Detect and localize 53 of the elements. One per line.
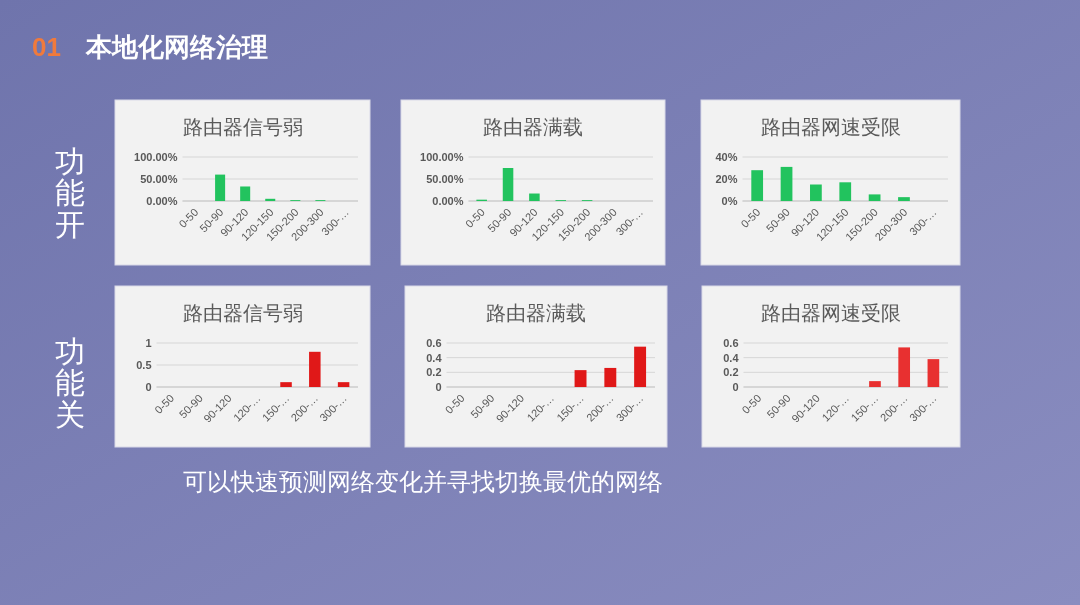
y-tick-label: 0.00% xyxy=(146,195,178,207)
bar xyxy=(751,170,764,201)
chart-title: 路由器信号弱 xyxy=(182,116,303,138)
bar xyxy=(898,197,910,201)
bar xyxy=(574,370,587,387)
y-tick-label: 0.2 xyxy=(723,366,739,379)
y-tick-label: 0.4 xyxy=(426,351,443,364)
y-tick-label: 0 xyxy=(732,381,739,393)
y-tick-label: 50.00% xyxy=(426,173,464,185)
chart-title: 路由器网速受限 xyxy=(761,302,901,324)
text: 功能关 xyxy=(55,334,85,431)
bar xyxy=(502,168,514,201)
bar xyxy=(240,186,251,201)
x-tick-label: 0-50 xyxy=(463,205,488,230)
bar xyxy=(215,174,226,201)
y-tick-label: 0% xyxy=(721,195,738,207)
bar xyxy=(634,346,647,387)
y-tick-label: 40% xyxy=(715,151,738,163)
bar xyxy=(780,166,793,201)
x-tick-label: 0-50 xyxy=(152,391,177,416)
x-tick-label: 0-50 xyxy=(738,205,763,230)
text: 本地化网络治理 xyxy=(85,32,268,62)
chart-title: 路由器满载 xyxy=(483,116,583,138)
y-tick-label: 0.00% xyxy=(432,195,464,207)
bar xyxy=(927,359,940,387)
y-tick-label: 0.6 xyxy=(723,337,739,349)
y-tick-label: 20% xyxy=(715,173,738,185)
y-tick-label: 50.00% xyxy=(140,173,178,185)
bar xyxy=(529,193,540,201)
bar xyxy=(604,367,617,387)
text: 01 xyxy=(32,32,61,62)
y-tick-label: 0.4 xyxy=(723,351,740,364)
y-tick-label: 100.00% xyxy=(420,151,464,163)
bar xyxy=(898,347,911,387)
y-tick-label: 1 xyxy=(145,337,152,349)
bar xyxy=(868,194,881,201)
y-tick-label: 0.6 xyxy=(426,337,442,349)
y-tick-label: 0 xyxy=(145,381,152,393)
text: 可以快速预测网络变化并寻找切换最优的网络 xyxy=(183,468,663,495)
x-tick-label: 0-50 xyxy=(176,205,201,230)
bar xyxy=(869,381,881,387)
bar xyxy=(810,184,822,201)
text: 功能开 xyxy=(55,144,85,241)
chart-title: 路由器信号弱 xyxy=(182,302,303,324)
y-tick-label: 0.2 xyxy=(426,366,442,379)
y-tick-label: 100.00% xyxy=(134,151,178,163)
x-tick-label: 0-50 xyxy=(739,391,764,416)
chart-title: 路由器满载 xyxy=(486,302,586,324)
chart-title: 路由器网速受限 xyxy=(760,116,901,138)
bar xyxy=(265,198,276,201)
y-tick-label: 0 xyxy=(435,381,442,393)
bar xyxy=(839,182,852,201)
y-tick-label: 0.5 xyxy=(136,359,152,371)
